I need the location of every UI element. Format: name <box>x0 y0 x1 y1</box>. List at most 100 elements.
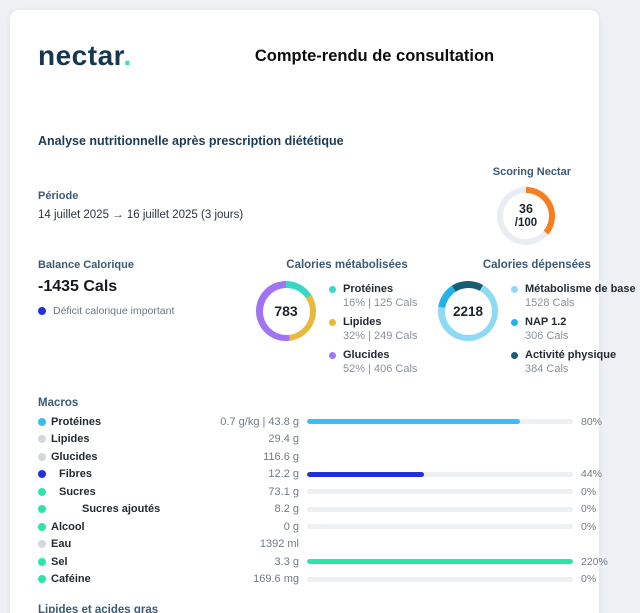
nutrient-percent: 0% <box>581 485 597 498</box>
nutrient-value: 29.4 g <box>268 433 299 446</box>
legend-name: Glucides <box>343 349 390 361</box>
nutrient-name: Sucres <box>59 485 96 498</box>
legend-name: Métabolisme de base <box>525 283 636 295</box>
scoring-donut-chart: 36 /100 <box>497 187 555 245</box>
nutrient-name: Sel <box>51 555 68 568</box>
nutrient-dot-icon <box>38 575 46 584</box>
nutrient-label: Protéines <box>38 416 188 428</box>
nutrient-dot-icon <box>38 557 46 566</box>
spent-total: 2218 <box>452 303 484 319</box>
metabolized-legend: Protéines 16% | 125 Cals Lipides 32% | 249 … <box>329 283 417 375</box>
spent-donut-center: 2218 <box>444 287 492 335</box>
nutrient-value: 73.1 g <box>268 485 299 498</box>
legend-item: NAP 1.2 306 Cals <box>511 316 636 342</box>
legend-detail: 32% | 249 Cals <box>343 330 418 342</box>
nutrient-progress-bar <box>307 471 573 477</box>
legend-name: Lipides <box>343 316 382 328</box>
nutrient-dot-icon <box>38 452 46 461</box>
nutrient-label: Lipides <box>38 433 188 445</box>
nutrient-label: Glucides <box>38 451 188 463</box>
metabolized-donut-chart: 783 <box>256 281 316 341</box>
nutrient-label: Eau <box>38 538 188 550</box>
score-max: /100 <box>514 216 538 229</box>
nutrient-value: 116.6 g <box>263 450 299 463</box>
period-label: Période <box>38 190 79 202</box>
legend-dot-icon <box>329 285 336 293</box>
legend-dot-icon <box>511 351 518 359</box>
logo-text: nectar <box>38 40 124 71</box>
nutrient-progress-bar <box>307 559 573 565</box>
scoring-block: Scoring Nectar 36 /100 <box>481 166 571 245</box>
nutrient-name: Protéines <box>51 415 102 428</box>
nutrient-row: Lipides 29.4 g <box>38 431 571 449</box>
lipids-title: Lipides et acides gras <box>38 604 159 613</box>
balance-block: Balance Calorique -1435 Cals Déficit cal… <box>38 259 256 375</box>
nectar-logo: nectar. <box>38 40 208 72</box>
legend-detail: 52% | 406 Cals <box>343 363 418 375</box>
macros-section: Macros Protéines 0.7 g/kg | 43.8 g 80% Lipi… <box>38 397 608 589</box>
page-title: Compte-rendu de consultation <box>254 46 495 65</box>
nutrient-row: Alcool 0 g 0% <box>38 518 596 536</box>
legend-name: NAP 1.2 <box>525 316 567 328</box>
nutrient-value: 3.3 g <box>274 555 299 568</box>
nutrient-row: Protéines 0.7 g/kg | 43.8 g 80% <box>38 413 602 431</box>
nutrient-row: Caféine 169.6 mg 0% <box>38 571 596 589</box>
calorie-stats-row: Balance Calorique -1435 Cals Déficit cal… <box>38 259 636 375</box>
nutrient-name: Alcool <box>51 520 85 533</box>
nutrient-dot-icon <box>38 417 46 426</box>
period-value: 14 juillet 2025 → 16 juillet 2025 (3 jou… <box>38 209 244 221</box>
nutrient-dot-icon <box>38 505 46 514</box>
spent-donut-chart: 2218 <box>438 281 498 341</box>
nutrient-label: Sucres ajoutés <box>38 503 188 515</box>
nutrient-name: Caféine <box>51 573 91 586</box>
nutrient-progress-bar <box>307 419 573 425</box>
macros-rows: Protéines 0.7 g/kg | 43.8 g 80% Lipides 29.4… <box>38 413 608 589</box>
nutrient-name: Fibres <box>59 468 93 481</box>
nutrient-value: 12.2 g <box>268 468 299 481</box>
nutrient-value: 169.6 mg <box>253 573 299 586</box>
metabolized-chart-block: Calories métabolisées 783 Protéines 16% |… <box>256 259 438 375</box>
nutrient-progress-bar <box>307 576 573 582</box>
nutrient-progress-fill <box>307 419 520 425</box>
legend-item: Lipides 32% | 249 Cals <box>329 316 417 342</box>
nutrient-percent: 0% <box>581 503 597 516</box>
nutrient-progress-bar <box>307 506 573 512</box>
status-dot <box>38 307 46 315</box>
nutrient-progress-fill <box>307 471 425 477</box>
report-header: nectar. Compte-rendu de consultation <box>38 40 571 72</box>
nutrient-progress-bar <box>307 454 573 459</box>
analysis-section-title: Analyse nutritionnelle après prescriptio… <box>38 134 344 148</box>
metabolized-donut-center: 783 <box>262 287 310 335</box>
nutrient-name: Lipides <box>51 433 90 446</box>
legend-item: Glucides 52% | 406 Cals <box>329 349 417 375</box>
nutrient-dot-icon <box>38 470 46 479</box>
period-scoring-row: Période 14 juillet 2025 → 16 juillet 202… <box>38 166 571 245</box>
nutrient-progress-bar <box>307 524 573 530</box>
nutrient-percent: 44% <box>581 468 603 481</box>
nutrient-name: Eau <box>51 538 72 551</box>
spent-title: Calories dépensées <box>482 259 591 271</box>
nutrient-label: Sucres <box>38 486 188 498</box>
legend-item: Activité physique 384 Cals <box>511 349 636 375</box>
macros-title: Macros <box>38 397 79 409</box>
nutrient-dot-icon <box>38 435 46 444</box>
nutrient-row: Sucres 73.1 g 0% <box>38 483 596 501</box>
legend-item: Métabolisme de base 1528 Cals <box>511 283 636 309</box>
legend-detail: 1528 Cals <box>525 297 575 309</box>
spent-body: 2218 Métabolisme de base 1528 Cals NAP 1.2… <box>438 271 636 375</box>
legend-detail: 306 Cals <box>525 330 569 342</box>
score-value: 36 <box>519 202 533 217</box>
legend-dot-icon <box>329 318 336 326</box>
nutrient-progress-bar <box>307 489 573 495</box>
lipids-section: Lipides et acides gras Acides gras trans… <box>38 604 571 613</box>
legend-detail: 16% | 125 Cals <box>343 297 418 309</box>
nutrient-label: Fibres <box>38 468 188 480</box>
nutrient-progress-bar <box>307 542 573 547</box>
nutrient-progress-fill <box>307 559 573 565</box>
nutrient-name: Sucres ajoutés <box>82 503 161 516</box>
balance-status: Déficit calorique important <box>38 305 256 317</box>
nutrient-dot-icon <box>38 522 46 531</box>
scoring-label: Scoring Nectar <box>492 166 571 178</box>
nutrient-value: 0 g <box>283 520 299 533</box>
status-text: Déficit calorique important <box>53 305 175 317</box>
